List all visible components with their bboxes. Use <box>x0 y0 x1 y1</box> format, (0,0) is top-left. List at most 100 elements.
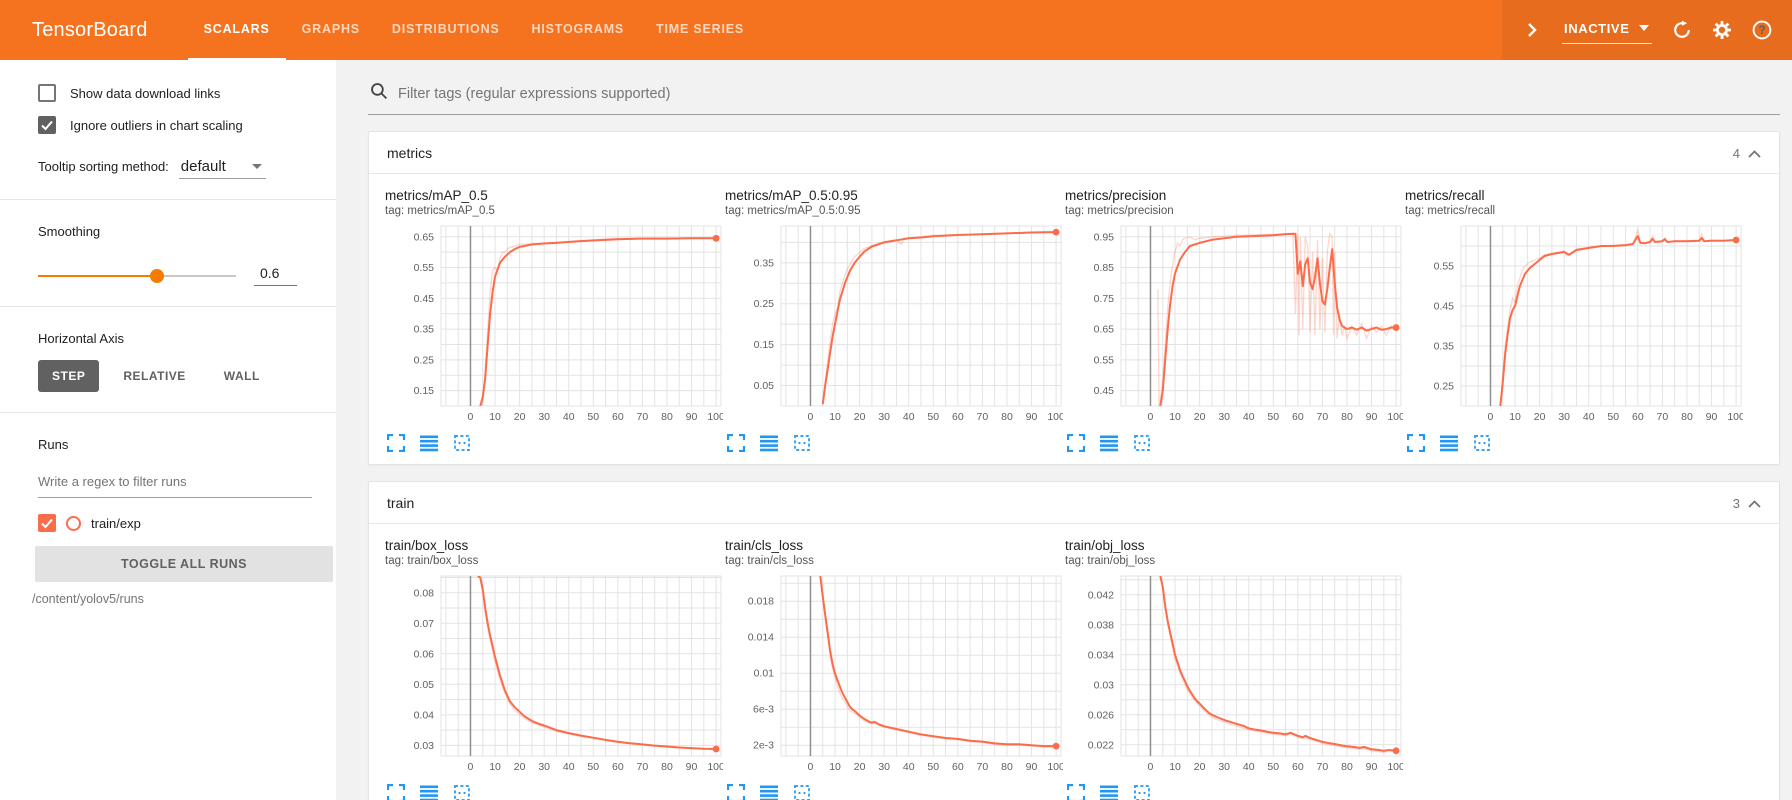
chart-title: train/cls_loss <box>725 538 804 553</box>
svg-text:90: 90 <box>1366 411 1378 423</box>
scalar-chart-card: metrics/precision tag: metrics/precision 0… <box>1065 188 1405 453</box>
svg-text:20: 20 <box>854 761 866 773</box>
chart-tag: tag: train/cls_loss <box>725 555 814 567</box>
smoothing-slider-thumb[interactable] <box>149 268 164 283</box>
run-item-train-exp[interactable]: train/exp <box>38 514 312 532</box>
svg-text:30: 30 <box>538 761 550 773</box>
collapse-chevron-icon[interactable] <box>1522 20 1542 40</box>
svg-text:40: 40 <box>1583 411 1595 423</box>
fit-domain-icon[interactable] <box>1133 434 1151 452</box>
chart-plot[interactable]: 0 10 20 30 40 50 60 70 80 90 100 0.15 0.25 0.35 0.45 0.… <box>385 221 725 425</box>
svg-text:30: 30 <box>878 761 890 773</box>
run-selector-icon[interactable] <box>420 784 438 800</box>
chart-toolbar <box>725 433 1063 453</box>
status-dropdown[interactable]: INACTIVE <box>1562 16 1652 44</box>
fit-domain-icon[interactable] <box>453 784 471 800</box>
run-selector-icon[interactable] <box>760 784 778 800</box>
tab-scalars[interactable]: SCALARS <box>187 0 286 60</box>
svg-text:100: 100 <box>707 411 723 423</box>
chart-plot[interactable]: 0 10 20 30 40 50 60 70 80 90 100 0.25 0.35 0.45 0.55 <box>1405 221 1745 425</box>
svg-text:20: 20 <box>1194 411 1206 423</box>
nav-tabs: SCALARS GRAPHS DISTRIBUTIONS HISTOGRAMS TIME… <box>187 0 760 60</box>
fullscreen-icon[interactable] <box>1406 433 1426 453</box>
settings-gear-icon[interactable] <box>1712 20 1732 40</box>
tab-graphs[interactable]: GRAPHS <box>301 22 360 36</box>
svg-text:0: 0 <box>468 761 474 773</box>
svg-text:90: 90 <box>1026 761 1038 773</box>
svg-text:0.018: 0.018 <box>748 596 774 608</box>
tab-distributions[interactable]: DISTRIBUTIONS <box>391 22 500 36</box>
header-toolbar: INACTIVE <box>1502 0 1792 60</box>
svg-text:70: 70 <box>977 761 989 773</box>
dropdown-caret-icon <box>251 164 262 169</box>
svg-text:0.04: 0.04 <box>414 709 435 721</box>
svg-text:100: 100 <box>1387 411 1403 423</box>
fullscreen-icon[interactable] <box>386 783 406 800</box>
run-selector-icon[interactable] <box>420 434 438 452</box>
fullscreen-icon[interactable] <box>726 783 746 800</box>
svg-text:30: 30 <box>878 411 890 423</box>
runs-filter-input[interactable] <box>38 468 312 498</box>
svg-text:2e-3: 2e-3 <box>753 740 774 752</box>
fit-domain-icon[interactable] <box>453 434 471 452</box>
svg-text:50: 50 <box>587 761 599 773</box>
run-selector-icon[interactable] <box>1440 434 1458 452</box>
svg-text:10: 10 <box>1169 411 1181 423</box>
run-selector-icon[interactable] <box>1100 434 1118 452</box>
help-icon[interactable]: ? <box>1752 20 1772 40</box>
run-checkbox-icon <box>38 514 56 532</box>
svg-text:0.55: 0.55 <box>1434 261 1455 273</box>
svg-text:0: 0 <box>468 411 474 423</box>
svg-text:?: ? <box>1758 25 1765 37</box>
chart-plot[interactable]: 0 10 20 30 40 50 60 70 80 90 100 0.03 0.04 0.05 0.06 0.… <box>385 571 725 775</box>
fullscreen-icon[interactable] <box>386 433 406 453</box>
svg-text:90: 90 <box>686 761 698 773</box>
axis-step-button[interactable]: STEP <box>38 360 100 392</box>
refresh-icon[interactable] <box>1672 20 1692 40</box>
section-train-header[interactable]: train 3 <box>369 482 1779 524</box>
chart-title: metrics/recall <box>1405 188 1485 203</box>
collapse-up-chevron-icon[interactable] <box>1748 496 1761 511</box>
fit-domain-icon[interactable] <box>1473 434 1491 452</box>
chart-plot[interactable]: 0 10 20 30 40 50 60 70 80 90 100 0.05 0.15 0.25 0.35 <box>725 221 1065 425</box>
axis-wall-button[interactable]: WALL <box>223 369 260 383</box>
fullscreen-icon[interactable] <box>1066 433 1086 453</box>
toggle-all-runs-button[interactable]: TOGGLE ALL RUNS <box>35 546 333 582</box>
fit-domain-icon[interactable] <box>793 784 811 800</box>
svg-text:90: 90 <box>1026 411 1038 423</box>
fit-domain-icon[interactable] <box>793 434 811 452</box>
svg-text:60: 60 <box>1292 411 1304 423</box>
smoothing-value[interactable]: 0.6 <box>254 265 298 286</box>
chart-plot[interactable]: 0 10 20 30 40 50 60 70 80 90 100 0.022 0.026 0.03 0.03… <box>1065 571 1405 775</box>
run-selector-icon[interactable] <box>760 434 778 452</box>
axis-relative-button[interactable]: RELATIVE <box>123 369 186 383</box>
chart-plot[interactable]: 0 10 20 30 40 50 60 70 80 90 100 0.45 0.55 0.65 0.75 0.… <box>1065 221 1405 425</box>
smoothing-slider[interactable] <box>38 268 236 283</box>
chart-toolbar <box>1405 433 1743 453</box>
search-icon <box>370 82 388 105</box>
collapse-up-chevron-icon[interactable] <box>1748 146 1761 161</box>
svg-text:0.01: 0.01 <box>754 668 775 680</box>
svg-text:30: 30 <box>1558 411 1570 423</box>
svg-text:0.03: 0.03 <box>1094 679 1115 691</box>
fit-domain-icon[interactable] <box>1133 784 1151 800</box>
tab-histograms[interactable]: HISTOGRAMS <box>531 22 625 36</box>
svg-text:80: 80 <box>1681 411 1693 423</box>
tag-filter-input[interactable] <box>398 85 1780 102</box>
svg-text:50: 50 <box>1267 761 1279 773</box>
tab-time-series[interactable]: TIME SERIES <box>656 22 745 36</box>
fullscreen-icon[interactable] <box>1066 783 1086 800</box>
svg-text:0.25: 0.25 <box>754 298 775 310</box>
svg-text:0.45: 0.45 <box>414 293 435 305</box>
tooltip-sorting-dropdown[interactable]: default <box>178 158 266 179</box>
svg-text:90: 90 <box>686 411 698 423</box>
fullscreen-icon[interactable] <box>726 433 746 453</box>
show-download-links-checkbox[interactable]: Show data download links <box>38 84 312 102</box>
chart-plot[interactable]: 0 10 20 30 40 50 60 70 80 90 100 2e-3 6e-3 0.01 0.014 0… <box>725 571 1065 775</box>
svg-text:0.65: 0.65 <box>1094 324 1115 336</box>
svg-text:0: 0 <box>1148 761 1154 773</box>
run-selector-icon[interactable] <box>1100 784 1118 800</box>
section-metrics-header[interactable]: metrics 4 <box>369 132 1779 174</box>
ignore-outliers-checkbox[interactable]: Ignore outliers in chart scaling <box>38 116 312 134</box>
svg-text:50: 50 <box>587 411 599 423</box>
